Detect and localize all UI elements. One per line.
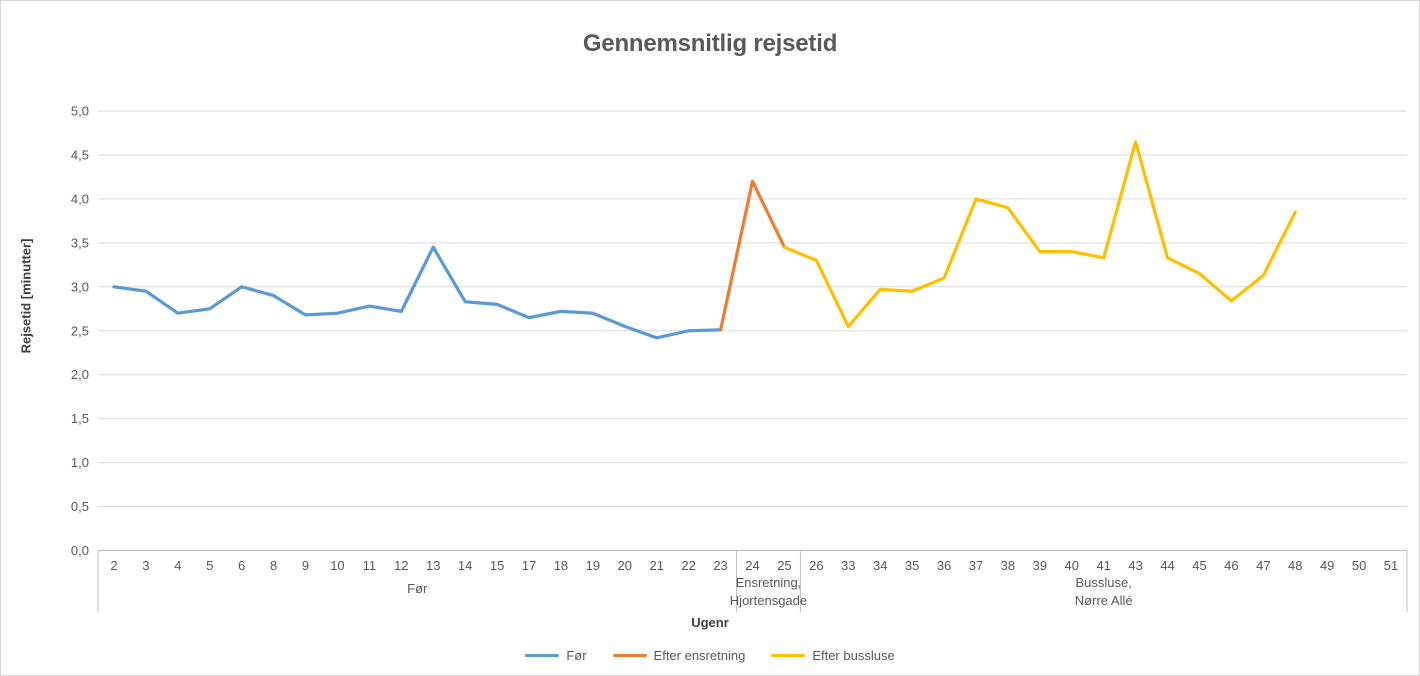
x-tick-label: 24 (745, 558, 759, 573)
x-tick-label: 39 (1033, 558, 1047, 573)
y-tick-label: 5,0 (71, 104, 89, 119)
chart-title: Gennemsnitlig rejsetid (582, 30, 838, 57)
legend-swatch (771, 654, 806, 657)
y-tick-label: 0,0 (71, 543, 89, 558)
x-group-label: Hjortensgade (730, 593, 807, 608)
x-group-label: Ensretning, (736, 575, 802, 590)
legend: Før Efter ensretning Efter bussluse (1, 648, 1419, 663)
legend-item: Efter bussluse (771, 648, 895, 663)
x-tick-label: 36 (937, 558, 951, 573)
y-tick-label: 4,0 (71, 191, 89, 206)
x-tick-label: 12 (394, 558, 408, 573)
x-axis-title: Ugenr (691, 615, 729, 630)
x-tick-label: 47 (1256, 558, 1270, 573)
x-tick-label: 48 (1288, 558, 1302, 573)
x-tick-label: 14 (458, 558, 472, 573)
x-group-label: Nørre Allé (1075, 593, 1133, 608)
x-tick-label: 6 (238, 558, 245, 573)
y-tick-label: 3,0 (71, 279, 89, 294)
x-tick-label: 8 (270, 558, 277, 573)
y-tick-label: 4,5 (71, 147, 89, 162)
x-tick-label: 43 (1128, 558, 1142, 573)
x-tick-label: 34 (873, 558, 887, 573)
x-tick-label: 2 (110, 558, 117, 573)
x-tick-label: 45 (1192, 558, 1206, 573)
legend-item: Før (525, 648, 587, 663)
x-tick-label: 13 (426, 558, 440, 573)
x-tick-label: 9 (302, 558, 309, 573)
x-tick-label: 51 (1384, 558, 1398, 573)
x-tick-label: 17 (522, 558, 536, 573)
y-tick-label: 1,5 (71, 411, 89, 426)
y-tick-label: 1,0 (71, 455, 89, 470)
x-tick-label: 3 (142, 558, 149, 573)
x-tick-label: 37 (969, 558, 983, 573)
x-tick-label: 4 (174, 558, 181, 573)
legend-swatch (525, 654, 560, 657)
x-group-label: Før (407, 581, 428, 596)
x-tick-label: 26 (809, 558, 823, 573)
x-tick-label: 44 (1160, 558, 1174, 573)
x-tick-label: 50 (1352, 558, 1366, 573)
x-tick-label: 40 (1065, 558, 1079, 573)
legend-label: Før (566, 648, 587, 663)
x-tick-label: 18 (554, 558, 568, 573)
x-tick-label: 22 (681, 558, 695, 573)
y-tick-label: 2,5 (71, 323, 89, 338)
series-line-f-r (112, 245, 723, 340)
legend-item: Efter ensretning (612, 648, 746, 663)
series-line-efter-ensretning (718, 179, 787, 332)
y-tick-label: 2,0 (71, 367, 89, 382)
x-tick-label: 35 (905, 558, 919, 573)
x-tick-label: 38 (1001, 558, 1015, 573)
x-tick-label: 23 (713, 558, 727, 573)
x-tick-label: 15 (490, 558, 504, 573)
x-tick-label: 11 (363, 558, 377, 573)
x-tick-label: 21 (649, 558, 663, 573)
x-tick-label: 10 (330, 558, 344, 573)
x-tick-label: 33 (841, 558, 855, 573)
x-tick-label: 46 (1224, 558, 1238, 573)
legend-label: Efter ensretning (653, 648, 746, 663)
y-tick-label: 3,5 (71, 235, 89, 250)
legend-label: Efter bussluse (812, 648, 895, 663)
x-tick-label: 25 (777, 558, 791, 573)
y-tick-label: 0,5 (71, 499, 89, 514)
x-tick-label: 20 (618, 558, 632, 573)
series-line-efter-bussluse (782, 140, 1297, 329)
x-tick-label: 41 (1096, 558, 1110, 573)
x-group-label: Bussluse, (1076, 575, 1132, 590)
x-tick-label: 19 (586, 558, 600, 573)
x-tick-label: 5 (206, 558, 213, 573)
x-tick-label: 49 (1320, 558, 1334, 573)
legend-swatch (612, 654, 647, 657)
